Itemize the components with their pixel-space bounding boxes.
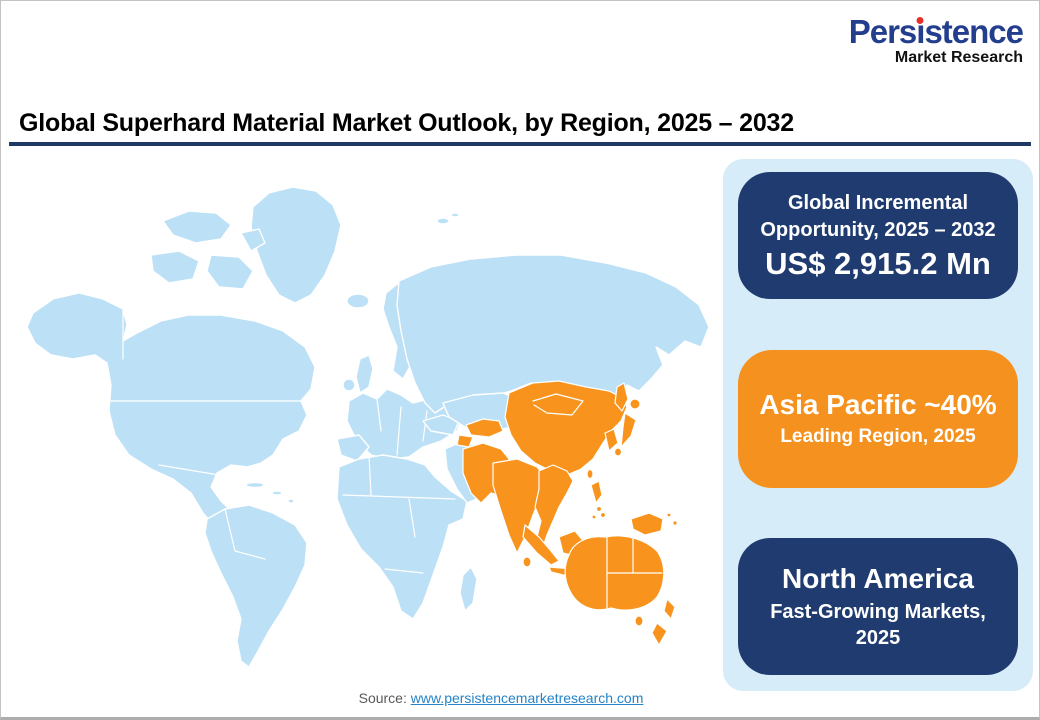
brand-name: Persıstence: [848, 13, 1024, 50]
source-line: Source: www.persistencemarketresearch.co…: [1, 690, 1001, 706]
card-fast-growing-subtitle: Fast-Growing Markets, 2025: [770, 601, 986, 650]
card-fast-growing: North America Fast-Growing Markets, 2025: [738, 538, 1018, 675]
brand-name-part: stence: [924, 13, 1024, 50]
page-title: Global Superhard Material Market Outlook…: [19, 109, 794, 137]
card-global-opportunity-title: Global Incremental Opportunity, 2025 – 2…: [760, 191, 996, 241]
brand-subtitle: Market Research: [894, 49, 1023, 66]
card-global-opportunity-value: US$ 2,915.2 Mn: [765, 245, 991, 281]
card-leading-region-title: Asia Pacific ~40%: [759, 388, 997, 420]
world-map: [11, 163, 716, 678]
source-link[interactable]: www.persistencemarketresearch.com: [410, 690, 644, 706]
title-underline: [9, 142, 1031, 146]
source-label: Source:: [358, 690, 407, 706]
map-region-asia-pacific: [456, 380, 678, 646]
brand-red-dot-i: ı: [916, 13, 925, 50]
card-leading-region: Asia Pacific ~40% Leading Region, 2025: [738, 350, 1018, 488]
brand-logo: Persıstence Market Research: [848, 13, 1024, 66]
map-region-rest-of-world: [26, 186, 710, 668]
brand-name-part: Pers: [848, 13, 918, 50]
stats-panel: Global Incremental Opportunity, 2025 – 2…: [723, 159, 1033, 691]
card-global-opportunity: Global Incremental Opportunity, 2025 – 2…: [738, 172, 1018, 299]
card-fast-growing-title: North America: [782, 562, 974, 594]
card-leading-region-subtitle: Leading Region, 2025: [780, 426, 976, 448]
